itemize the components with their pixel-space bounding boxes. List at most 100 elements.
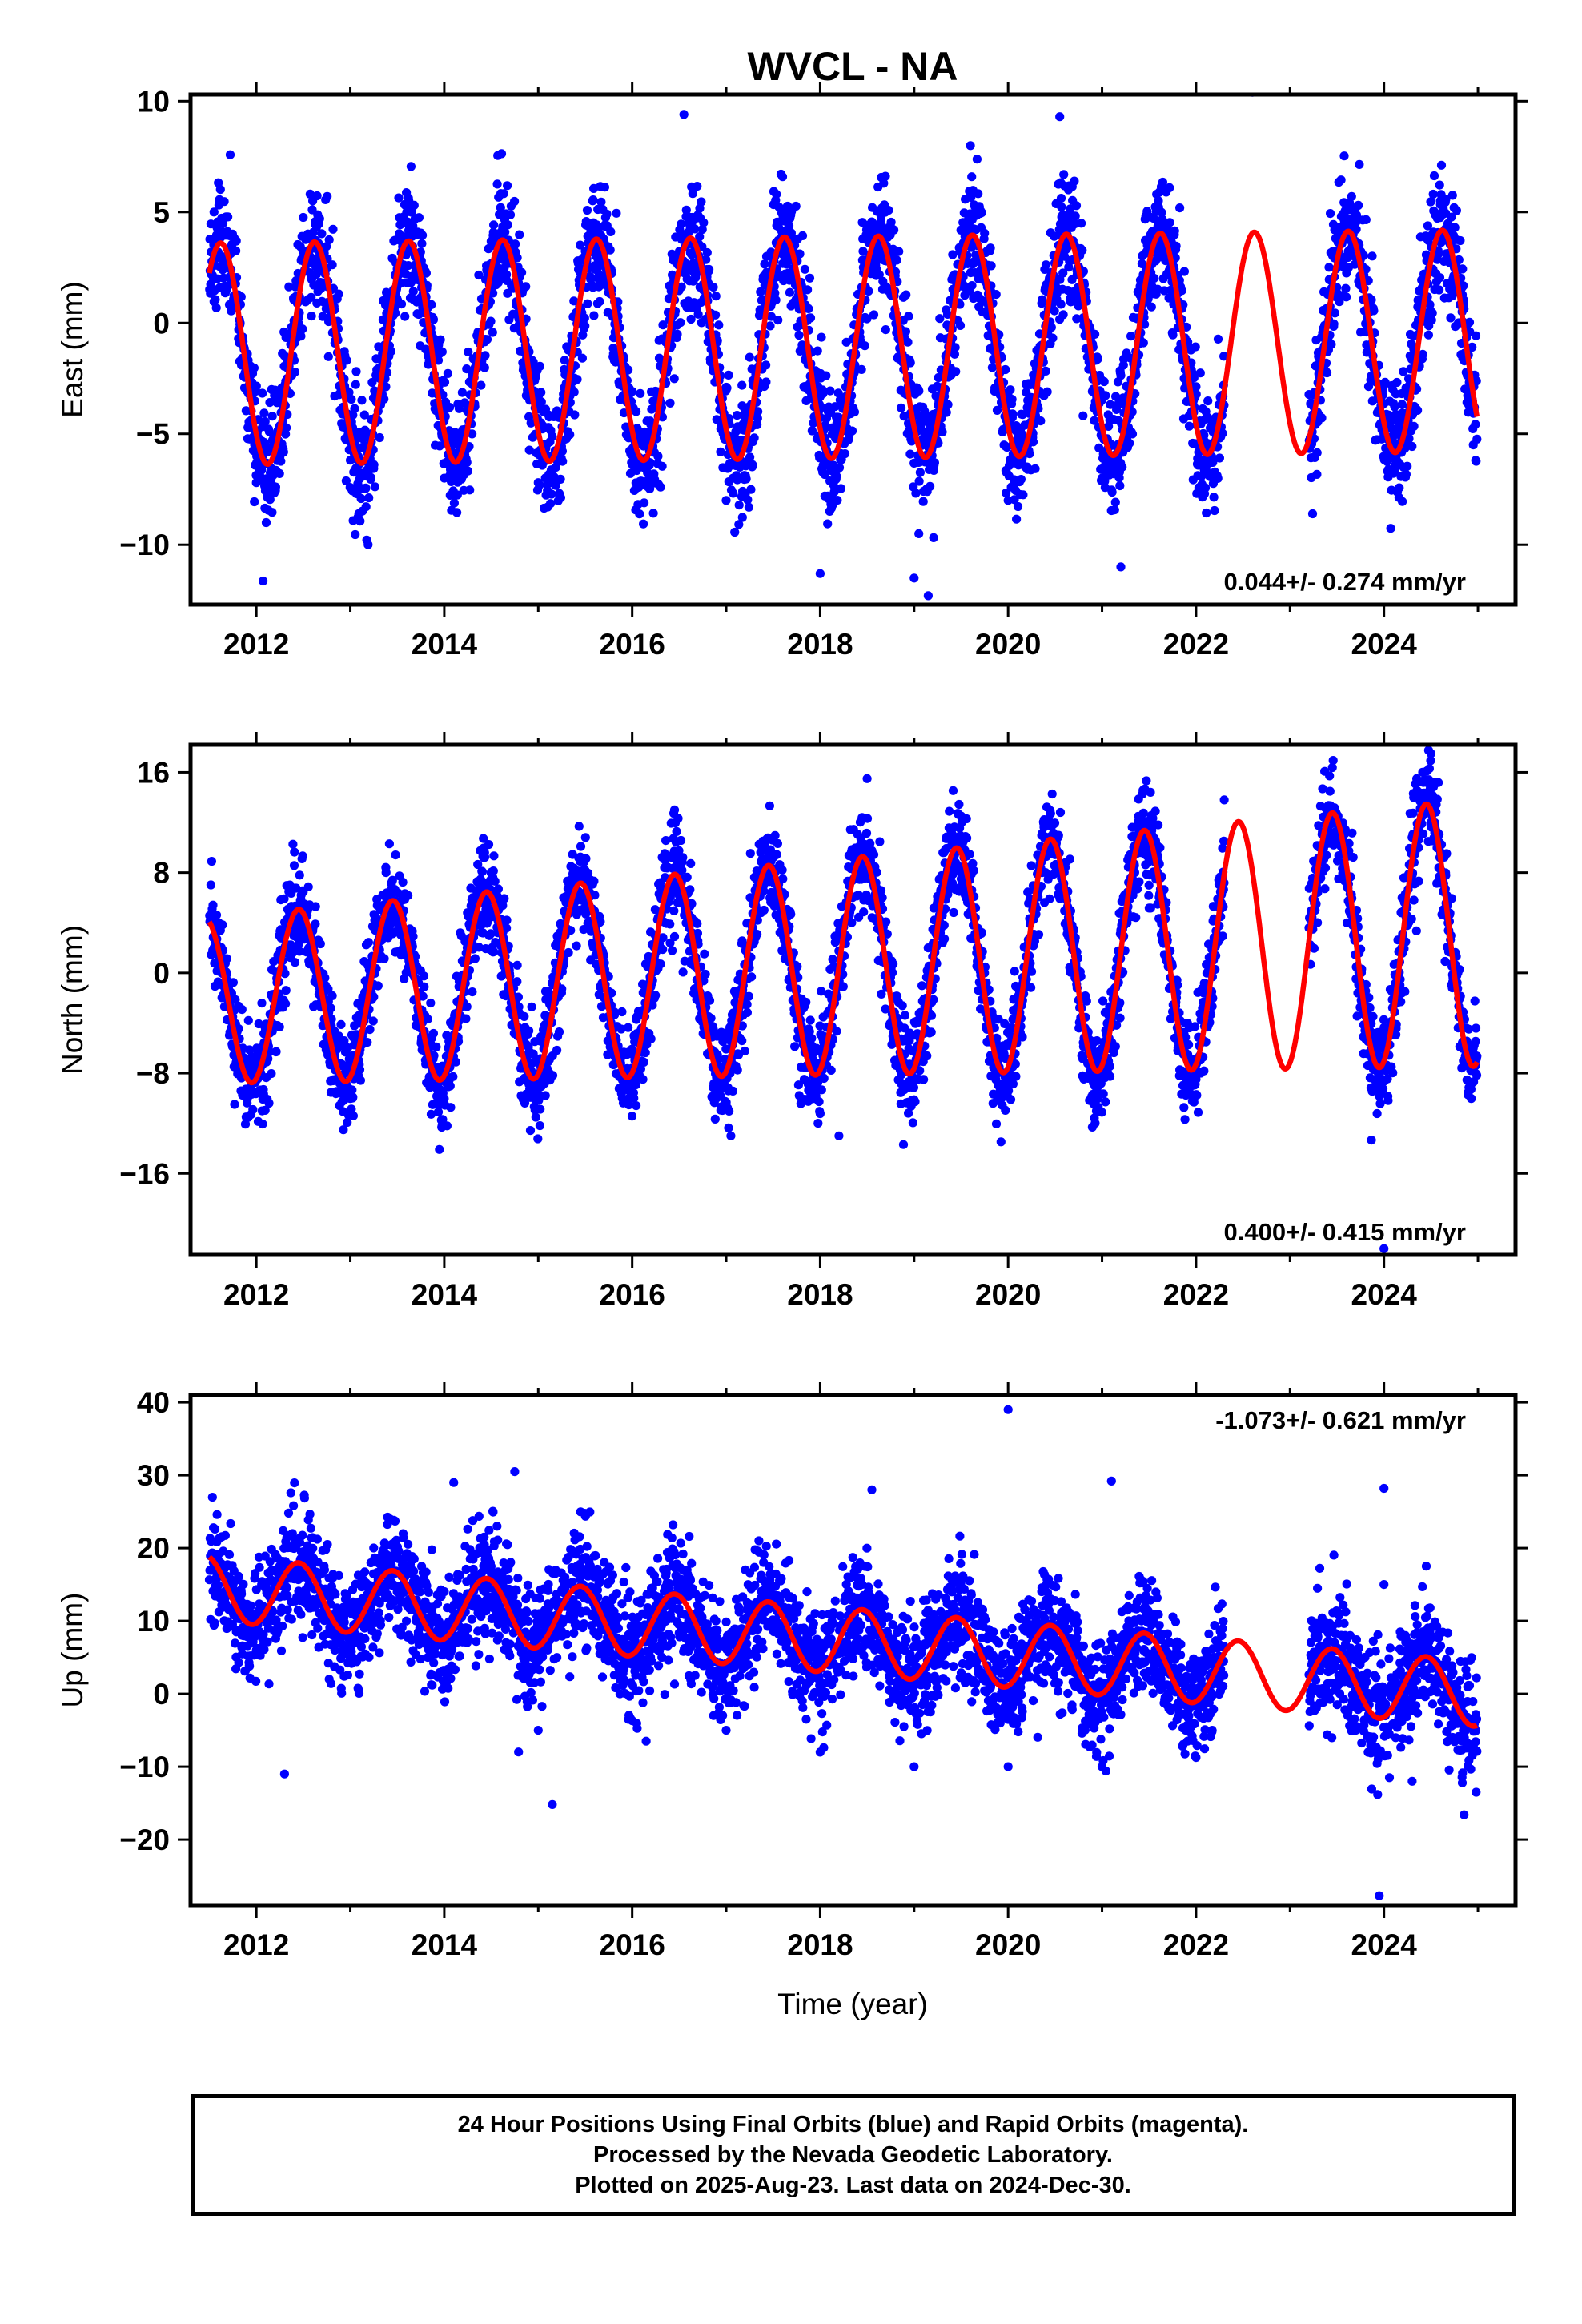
data-point <box>1342 292 1351 302</box>
data-point <box>437 347 447 356</box>
data-point <box>794 330 804 340</box>
data-point <box>589 311 599 320</box>
data-point <box>536 388 546 397</box>
data-point <box>914 386 924 396</box>
data-point <box>705 264 714 275</box>
data-point <box>276 456 286 466</box>
data-point <box>343 1117 352 1128</box>
data-point <box>214 178 223 187</box>
data-point <box>215 185 225 195</box>
data-point <box>681 205 691 215</box>
data-point <box>1347 191 1356 201</box>
data-point <box>489 220 499 230</box>
data-point <box>1361 215 1371 224</box>
data-point <box>569 388 579 397</box>
data-point <box>777 172 788 182</box>
data-point <box>673 329 682 339</box>
data-point <box>250 497 259 507</box>
data-point <box>1070 219 1080 229</box>
data-point <box>535 361 545 371</box>
data-point <box>289 861 299 870</box>
data-point <box>879 179 889 188</box>
data-point <box>897 403 906 412</box>
data-point <box>369 460 379 470</box>
data-point <box>1149 273 1159 283</box>
data-point <box>761 377 771 387</box>
data-point <box>370 482 379 492</box>
data-point <box>1002 488 1011 498</box>
data-point <box>1458 264 1468 274</box>
data-point <box>351 529 360 540</box>
data-point <box>558 456 568 466</box>
data-point <box>391 850 400 860</box>
data-point <box>1028 437 1038 447</box>
data-point <box>421 268 432 278</box>
x-tick-label: 2014 <box>412 628 478 661</box>
data-point <box>761 360 771 370</box>
data-point <box>351 367 361 376</box>
data-point <box>464 442 474 452</box>
data-point <box>420 982 429 991</box>
data-point <box>923 591 933 601</box>
data-point <box>1168 330 1178 340</box>
data-point <box>327 260 337 270</box>
data-point <box>565 430 575 440</box>
data-point <box>1435 180 1444 190</box>
data-point <box>1447 212 1456 222</box>
data-point <box>695 232 705 242</box>
data-point <box>833 496 842 505</box>
data-point <box>1452 206 1461 215</box>
data-point <box>753 413 762 424</box>
data-point <box>1468 440 1478 450</box>
data-point <box>1330 308 1339 318</box>
data-point <box>1171 241 1181 251</box>
data-point <box>791 201 801 211</box>
data-point <box>398 878 408 887</box>
data-point <box>1399 367 1408 376</box>
data-point <box>1184 421 1195 431</box>
data-point <box>636 388 645 398</box>
data-point <box>1386 524 1395 533</box>
data-point <box>733 411 742 420</box>
data-point <box>311 902 320 911</box>
data-point <box>817 332 826 342</box>
data-point <box>1367 251 1377 261</box>
data-point <box>219 197 229 207</box>
data-point <box>1191 342 1200 352</box>
data-point <box>363 540 373 549</box>
data-point <box>1456 235 1465 246</box>
data-point <box>1050 306 1059 316</box>
data-point <box>1097 473 1107 483</box>
data-point <box>1090 416 1099 425</box>
data-point <box>872 251 881 261</box>
data-point <box>1071 201 1082 211</box>
data-point <box>440 377 450 387</box>
points-east <box>205 94 1482 601</box>
data-point <box>743 495 753 505</box>
data-point <box>1116 371 1126 380</box>
data-point <box>1127 429 1138 439</box>
data-point <box>1404 434 1414 444</box>
fit-line-east <box>207 227 1480 468</box>
data-point <box>1111 392 1121 401</box>
data-point <box>702 247 712 258</box>
data-point <box>1153 284 1162 294</box>
data-point <box>1390 402 1399 412</box>
data-point <box>773 316 783 325</box>
data-point <box>860 341 869 351</box>
data-point <box>701 255 711 264</box>
data-point <box>379 954 389 963</box>
data-point <box>749 433 759 443</box>
data-point <box>805 273 815 283</box>
data-point <box>406 162 416 171</box>
data-point <box>1397 400 1407 409</box>
data-point <box>517 267 527 277</box>
data-point <box>1154 196 1163 206</box>
data-point <box>454 404 464 413</box>
data-point <box>279 447 288 457</box>
data-point <box>449 498 460 508</box>
data-point <box>1413 405 1423 415</box>
data-point <box>669 374 679 384</box>
data-point <box>1074 301 1083 311</box>
data-point <box>951 367 961 376</box>
